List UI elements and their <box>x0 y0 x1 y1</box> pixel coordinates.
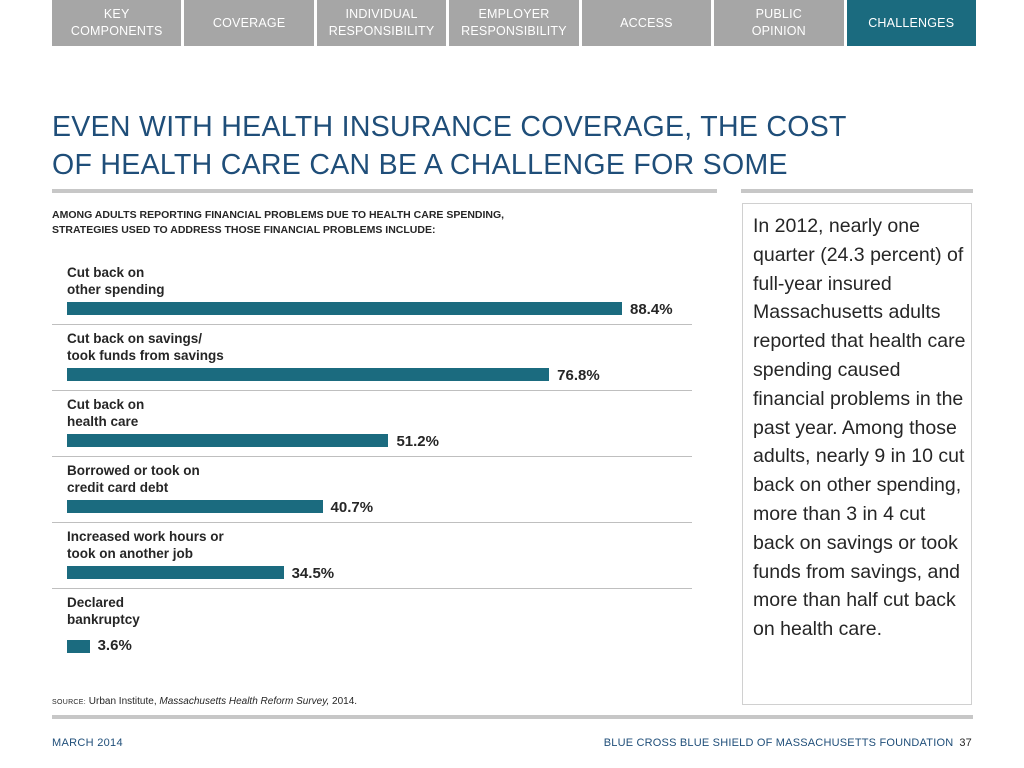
row-separator <box>52 522 692 523</box>
value-label: 34.5% <box>291 565 335 582</box>
chart-row: Borrowed or took on credit card debt 40.7… <box>52 453 692 519</box>
chart-row: Cut back on savings/ took funds from sav… <box>52 321 692 387</box>
tab-individual-responsibility[interactable]: INDIVIDUAL RESPONSIBILITY <box>316 0 447 46</box>
chart-row: Declared bankruptcy 3.6% <box>52 585 692 654</box>
source-note: SOURCE: Urban Institute, Massachusetts H… <box>52 696 357 707</box>
title-divider <box>52 189 717 193</box>
note-divider <box>741 189 973 193</box>
source-publication: Massachusetts Health Reform Survey, <box>159 696 330 707</box>
bar <box>67 500 323 513</box>
tab-employer-responsibility[interactable]: EMPLOYER RESPONSIBILITY <box>449 0 579 46</box>
footer-org: BLUE CROSS BLUE SHIELD OF MASSACHUSETTS … <box>604 737 972 749</box>
category-label: Borrowed or took on credit card debt <box>67 463 200 495</box>
row-separator <box>52 324 692 325</box>
bar <box>67 434 389 447</box>
value-label: 51.2% <box>396 433 439 450</box>
value-label: 76.8% <box>557 367 600 384</box>
category-label: Cut back on savings/ took funds from sav… <box>67 331 224 363</box>
tab-challenges[interactable]: CHALLENGES <box>846 0 976 46</box>
summary-box: In 2012, nearly one quarter (24.3 percen… <box>742 203 972 705</box>
value-label: 40.7% <box>330 499 374 516</box>
page-number: 37 <box>959 737 972 749</box>
tab-access[interactable]: ACCESS <box>581 0 712 46</box>
source-year: 2014. <box>332 696 358 707</box>
chart-subtitle-line-1: AMONG ADULTS REPORTING FINANCIAL PROBLEM… <box>52 209 505 221</box>
row-separator <box>52 390 692 391</box>
chart-subtitle: AMONG ADULTS REPORTING FINANCIAL PROBLEM… <box>52 208 652 238</box>
tab-coverage[interactable]: COVERAGE <box>184 0 314 46</box>
footer-org-name: BLUE CROSS BLUE SHIELD OF MASSACHUSETTS … <box>603 737 954 749</box>
tab-public-opinion[interactable]: PUBLIC OPINION <box>714 0 844 46</box>
bar-chart: Cut back on other spending 88.4% Cut back … <box>52 255 692 655</box>
row-separator <box>52 456 692 457</box>
summary-text: In 2012, nearly one quarter (24.3 percen… <box>753 215 966 641</box>
source-tag: SOURCE: <box>52 699 86 706</box>
tab-key-components[interactable]: KEY COMPONENTS <box>52 0 182 46</box>
bar <box>67 302 622 315</box>
bar <box>67 566 284 579</box>
category-label: Cut back on health care <box>67 397 145 429</box>
footer-date: MARCH 2014 <box>52 737 123 749</box>
chart-row: Cut back on health care 51.2% <box>52 387 692 453</box>
value-label: 88.4% <box>630 301 673 318</box>
footer-divider <box>52 715 973 719</box>
category-label: Cut back on other spending <box>67 265 165 297</box>
category-label: Declared bankruptcy <box>67 595 140 627</box>
chart-subtitle-line-2: STRATEGIES USED TO ADDRESS THOSE FINANCI… <box>52 224 436 236</box>
chart-row: Increased work hours or took on another … <box>52 519 692 585</box>
page-title: EVEN WITH HEALTH INSURANCE COVERAGE, THE… <box>52 111 847 181</box>
bar <box>67 368 550 381</box>
chart-row: Cut back on other spending 88.4% <box>52 255 692 321</box>
category-label: Increased work hours or took on another … <box>67 529 224 561</box>
source-org: Urban Institute, <box>88 696 157 707</box>
bar <box>67 640 90 653</box>
row-separator <box>52 588 692 589</box>
value-label: 3.6% <box>97 637 132 654</box>
section-nav: KEY COMPONENTS COVERAGE INDIVIDUAL RESPONS… <box>52 0 976 46</box>
